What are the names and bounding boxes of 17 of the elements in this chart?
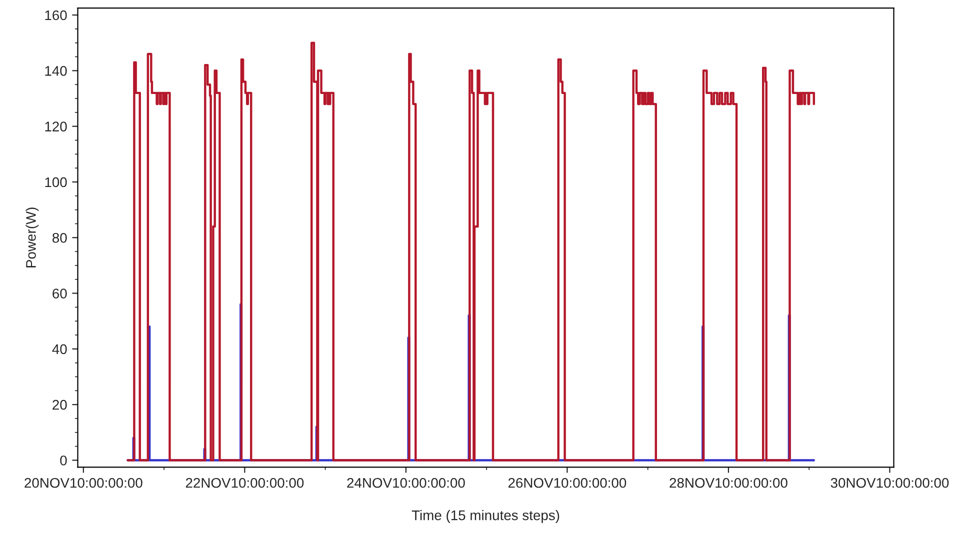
x-axis-title: Time (15 minutes steps) (412, 510, 560, 523)
x-tick-label: 22NOV10:00:00:00 (186, 478, 304, 488)
x-tick-label: 28NOV10:00:00:00 (670, 478, 788, 488)
x-tick-label: 30NOV10:00:00:00 (830, 478, 949, 488)
y-tick-label: 160 (45, 10, 67, 20)
x-tick-label: 20NOV10:00:00:00 (24, 478, 142, 488)
y-tick-label: 60 (52, 288, 67, 298)
x-tick-label: 24NOV10:00:00:00 (347, 478, 465, 488)
y-tick-label: 40 (52, 344, 67, 354)
y-axis-title: Power(W) (26, 208, 39, 268)
y-tick-label: 0 (60, 456, 67, 466)
y-tick-label: 100 (45, 177, 67, 188)
y-tick-label: 80 (52, 232, 67, 243)
x-tick-label: 26NOV10:00:00:00 (508, 478, 626, 488)
y-tick-label: 20 (52, 400, 67, 410)
y-tick-label: 120 (45, 122, 67, 132)
y-tick-label: 140 (45, 66, 67, 76)
